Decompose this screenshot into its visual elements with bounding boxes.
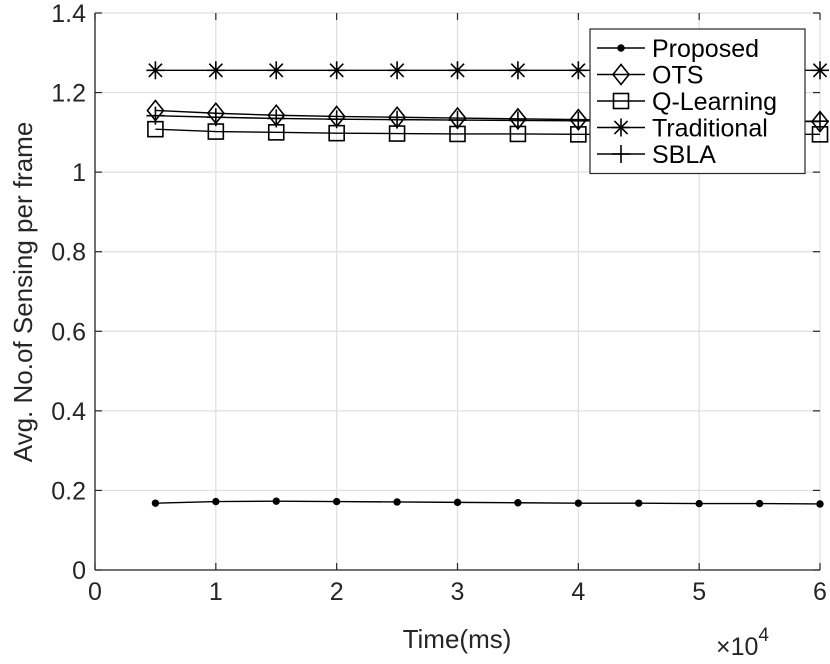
y-tick-label: 0.6 — [51, 318, 86, 346]
asterisk-stroke — [510, 63, 526, 78]
asterisk-stroke — [613, 120, 629, 135]
asterisk-stroke — [329, 63, 344, 78]
y-tick-label: 1.4 — [51, 0, 86, 28]
legend-marker-traditional — [612, 118, 630, 137]
data-point-traditional — [206, 61, 225, 80]
legend-label-traditional: Traditional — [652, 115, 768, 143]
data-point-traditional — [569, 61, 588, 80]
data-point-sbla — [146, 106, 165, 125]
data-point-sbla — [508, 111, 527, 130]
data-point-traditional — [508, 61, 527, 80]
data-point-proposed — [695, 499, 703, 508]
legend-label-q-learning: Q-Learning — [652, 88, 777, 116]
legend-item-ots: OTS — [597, 62, 703, 90]
data-point-sbla — [569, 111, 588, 130]
data-point-sbla — [327, 110, 346, 129]
data-point-traditional — [267, 61, 286, 80]
data-point-proposed — [816, 500, 824, 508]
data-point-sbla — [206, 108, 225, 127]
legend-label-sbla: SBLA — [652, 141, 716, 169]
data-point-proposed — [212, 497, 220, 506]
asterisk-stroke — [269, 63, 284, 78]
y-tick-label: 0.8 — [51, 239, 86, 267]
legend-item-sbla: SBLA — [597, 141, 716, 169]
data-point-sbla — [388, 110, 407, 129]
data-point-sbla — [811, 112, 829, 131]
asterisk-stroke — [148, 63, 163, 78]
axes — [94, 12, 821, 571]
data-point-sbla — [448, 111, 467, 130]
legend-label-proposed: Proposed — [652, 35, 759, 63]
data-point-sbla — [267, 109, 286, 128]
y-tick-label: 1 — [72, 159, 86, 187]
series-group — [146, 61, 830, 508]
data-point-traditional — [327, 61, 346, 80]
data-point-proposed — [272, 497, 280, 505]
asterisk-stroke — [450, 63, 465, 78]
data-point-proposed — [755, 499, 764, 508]
asterisk-stroke — [389, 63, 405, 78]
data-point-proposed — [514, 499, 522, 507]
series-proposed — [151, 497, 824, 508]
data-point-traditional — [388, 61, 407, 80]
x-axis-multiplier-exponent: 4 — [758, 625, 769, 646]
data-point-proposed — [453, 498, 462, 507]
legend-marker-sbla — [612, 145, 630, 163]
x-tick-label: 2 — [330, 578, 344, 606]
x-tick-label: 5 — [692, 578, 706, 606]
legend-item-traditional: Traditional — [597, 115, 768, 143]
legend-marker-proposed — [617, 44, 625, 52]
legend-marker-q-learning — [612, 92, 630, 110]
x-axis-title: Time(ms) — [403, 624, 512, 654]
legend-label-ots: OTS — [652, 62, 703, 90]
legend-marker-ots — [611, 63, 631, 86]
y-tick-label: 0.4 — [51, 398, 86, 426]
x-tick-label: 4 — [571, 578, 585, 606]
data-point-proposed — [393, 498, 401, 506]
x-tick-label: 0 — [88, 578, 102, 606]
tick-labels: 0 1 2 3 4 5 6 0 0.2 0.4 0.6 0.8 1 1.2 1.4 — [51, 0, 827, 606]
y-tick-label: 1.2 — [51, 80, 86, 108]
x-axis-multiplier: ×104 — [716, 625, 769, 661]
data-point-traditional — [448, 61, 467, 80]
x-tick-label: 3 — [451, 578, 465, 606]
asterisk-stroke — [208, 63, 223, 78]
data-point-proposed — [151, 499, 160, 507]
x-axis-multiplier-base: ×10 — [716, 633, 758, 661]
legend-item-q-learning: Q-Learning — [597, 88, 777, 116]
data-point-proposed — [574, 499, 583, 507]
x-tick-label: 6 — [813, 578, 827, 606]
x-tick-label: 1 — [209, 578, 223, 606]
data-point-proposed — [635, 499, 643, 507]
y-axis-title: Avg. No.of Sensing per frame — [8, 122, 38, 463]
asterisk-stroke — [571, 63, 586, 78]
y-tick-label: 0 — [72, 557, 86, 585]
data-point-traditional — [146, 61, 165, 80]
asterisk-stroke — [812, 63, 828, 78]
data-point-traditional — [811, 61, 829, 80]
legend-item-proposed: Proposed — [597, 35, 759, 63]
y-tick-label: 0.2 — [51, 477, 86, 505]
series-line-proposed — [155, 500, 821, 505]
data-point-ots — [810, 110, 830, 133]
data-point-proposed — [332, 497, 341, 506]
